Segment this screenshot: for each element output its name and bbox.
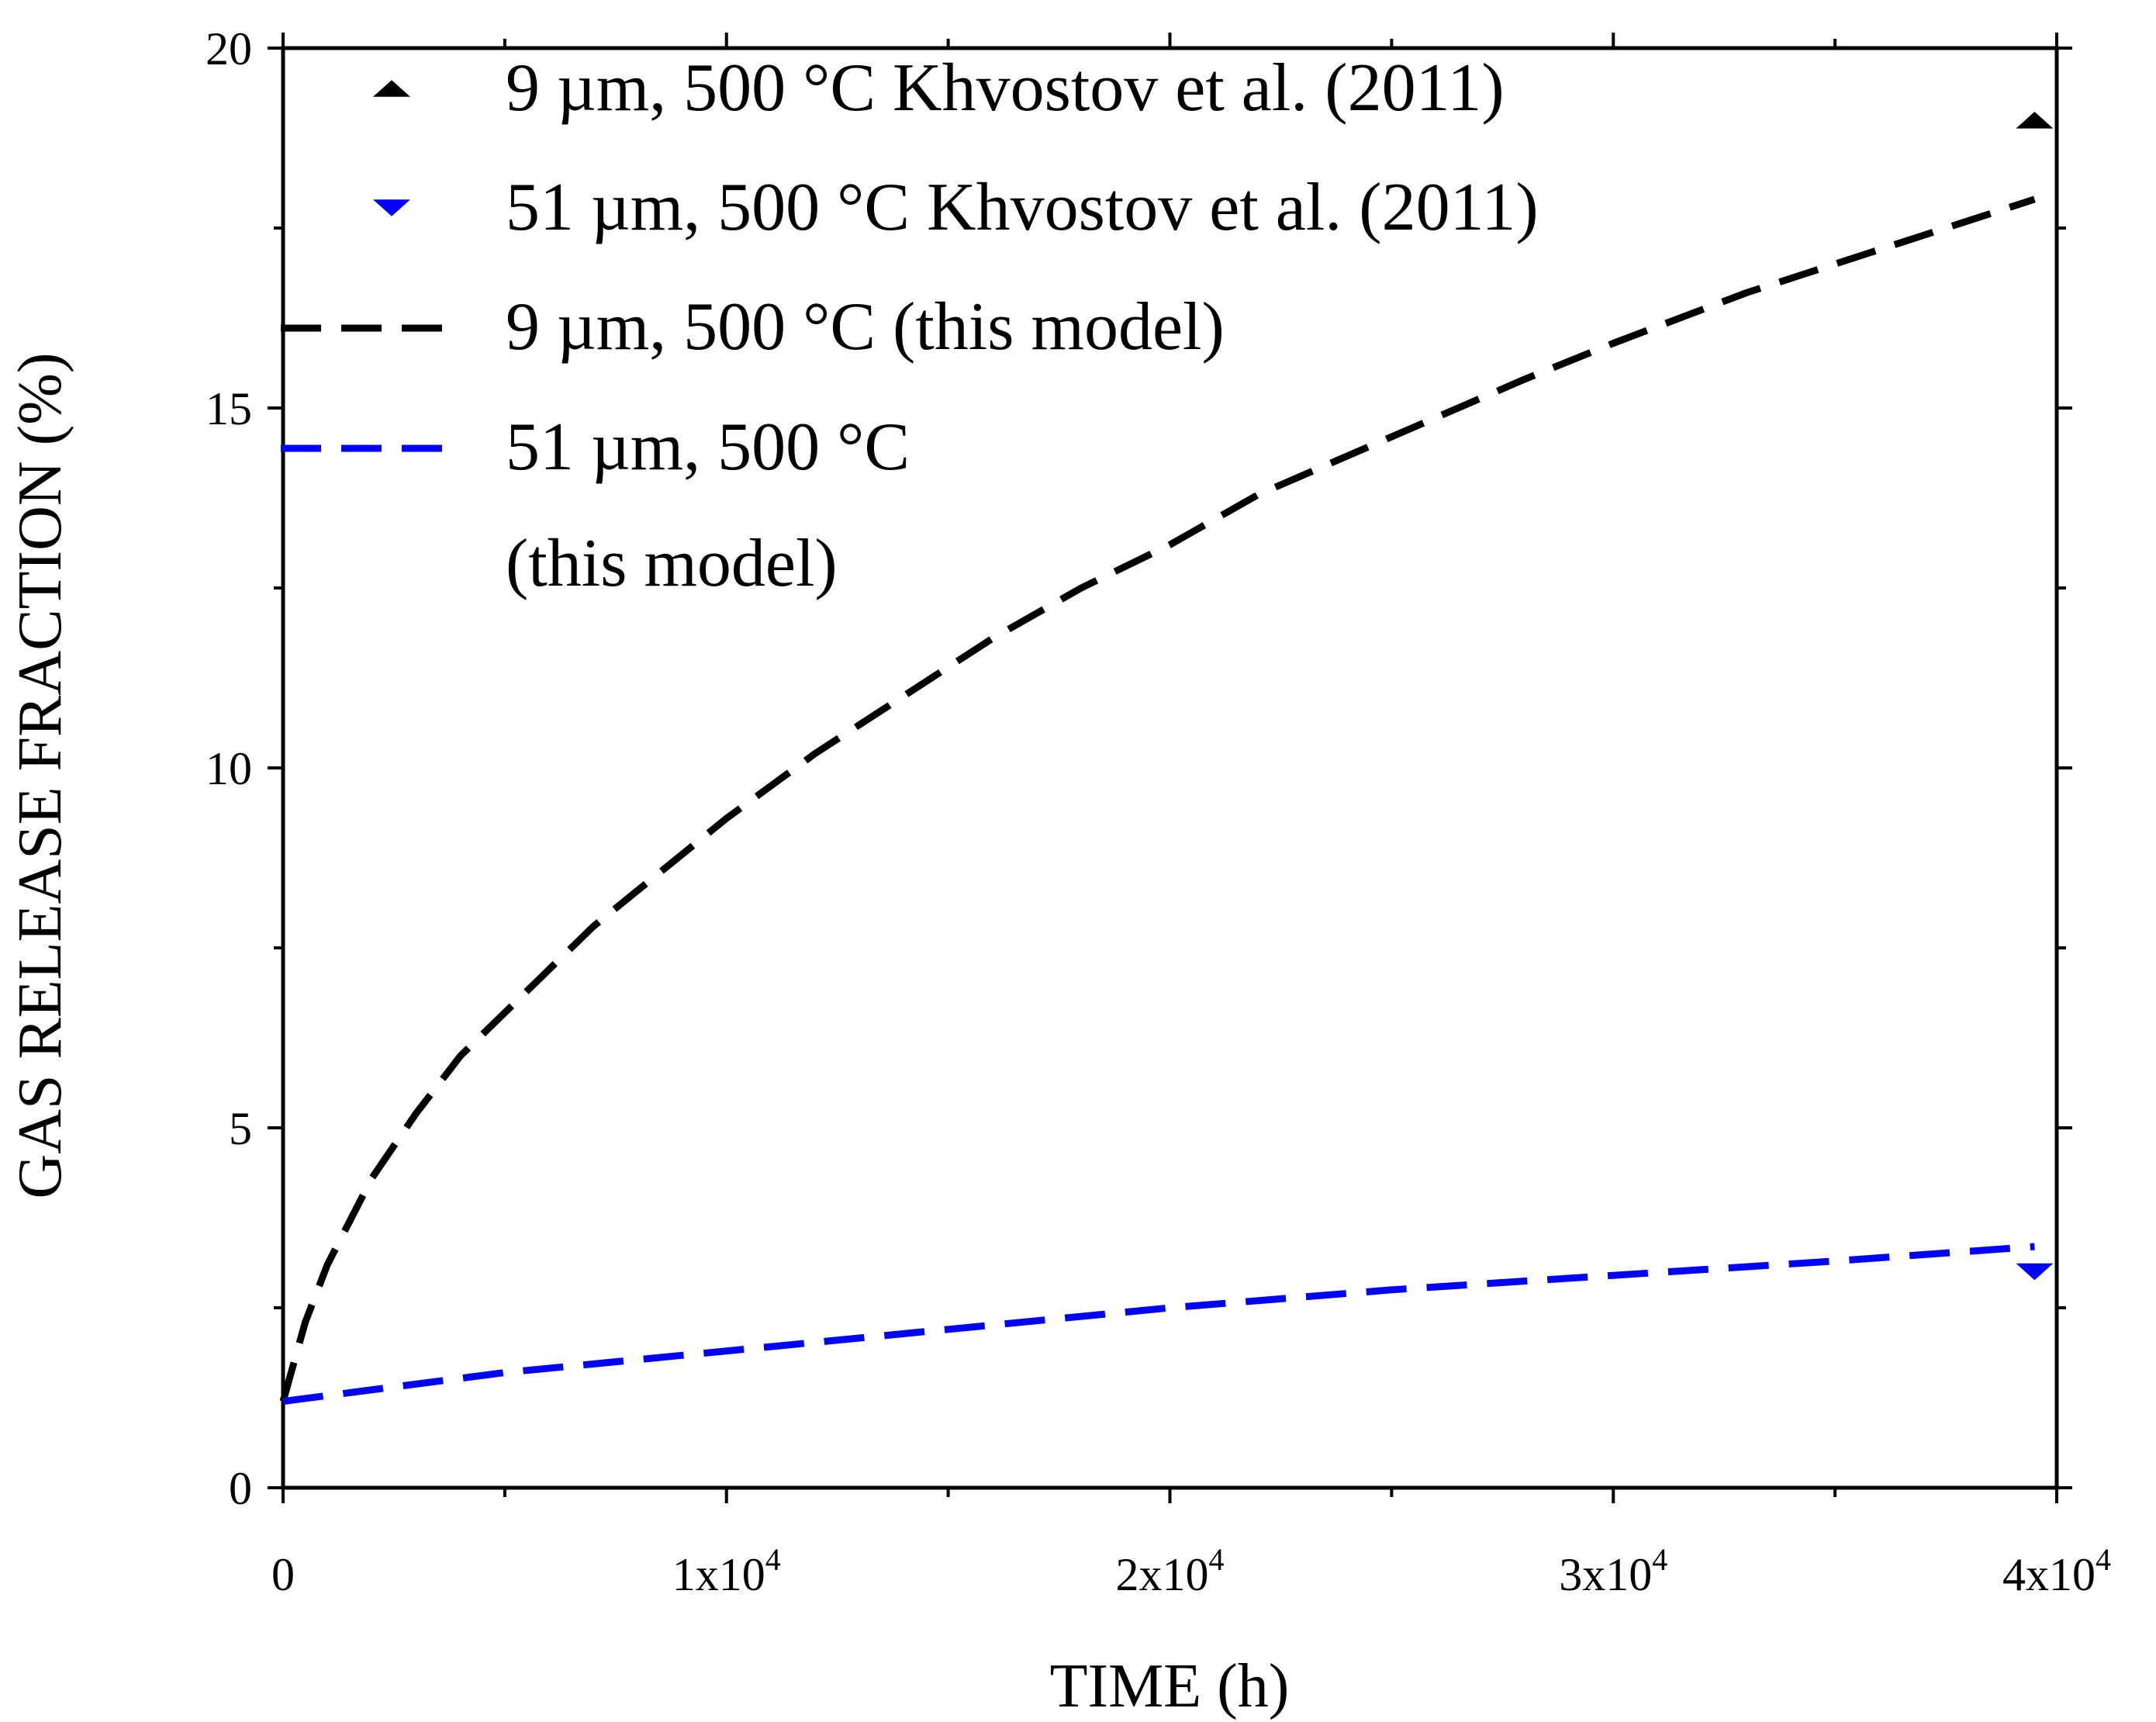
legend-label-2: 9 µm, 500 °C (this model) [506, 289, 1225, 365]
y-tick-label: 0 [229, 1463, 252, 1514]
plot-border [281, 46, 2059, 1490]
legend-swatch-0 [373, 80, 410, 97]
y-axis: 0 5 10 15 20 [206, 23, 2072, 1514]
legend-label-1: 51 µm, 500 °C Khvostov et al. (2011) [506, 170, 1539, 245]
y-tick-label: 20 [206, 23, 252, 74]
legend-label-0: 9 µm, 500 °C Khvostov et al. (2011) [506, 50, 1505, 126]
y-axis-title: GAS RELEASE FRACTION (%) [6, 352, 74, 1198]
legend-label-3: (this model) [506, 526, 838, 601]
x-tick-label: 1x104 [672, 1542, 781, 1600]
series-marker-0 [2016, 112, 2054, 129]
legend-label-3: 51 µm, 500 °C [506, 410, 910, 485]
legend-swatch-1 [373, 199, 410, 216]
legend: 9 µm, 500 °C Khvostov et al. (2011) 51 µm… [281, 50, 1539, 601]
x-tick-label: 2x104 [1116, 1542, 1225, 1600]
x-tick-label: 0 [271, 1549, 295, 1600]
x-axis-title: TIME (h) [1050, 1652, 1290, 1720]
series-layer [279, 112, 2054, 1406]
x-tick-label: 4x104 [2002, 1542, 2111, 1600]
series-marker-1 [2016, 1263, 2054, 1281]
plot-frame [281, 46, 2059, 1490]
x-tick-label: 3x104 [1559, 1542, 1667, 1600]
y-tick-label: 5 [229, 1103, 252, 1154]
series-line-3 [282, 1243, 2035, 1406]
y-tick-label: 10 [206, 743, 252, 794]
y-tick-label: 15 [206, 383, 252, 434]
series-line-2 [279, 195, 2036, 1402]
x-axis: 0 1x104 2x104 3x104 4x104 [271, 33, 2111, 1600]
